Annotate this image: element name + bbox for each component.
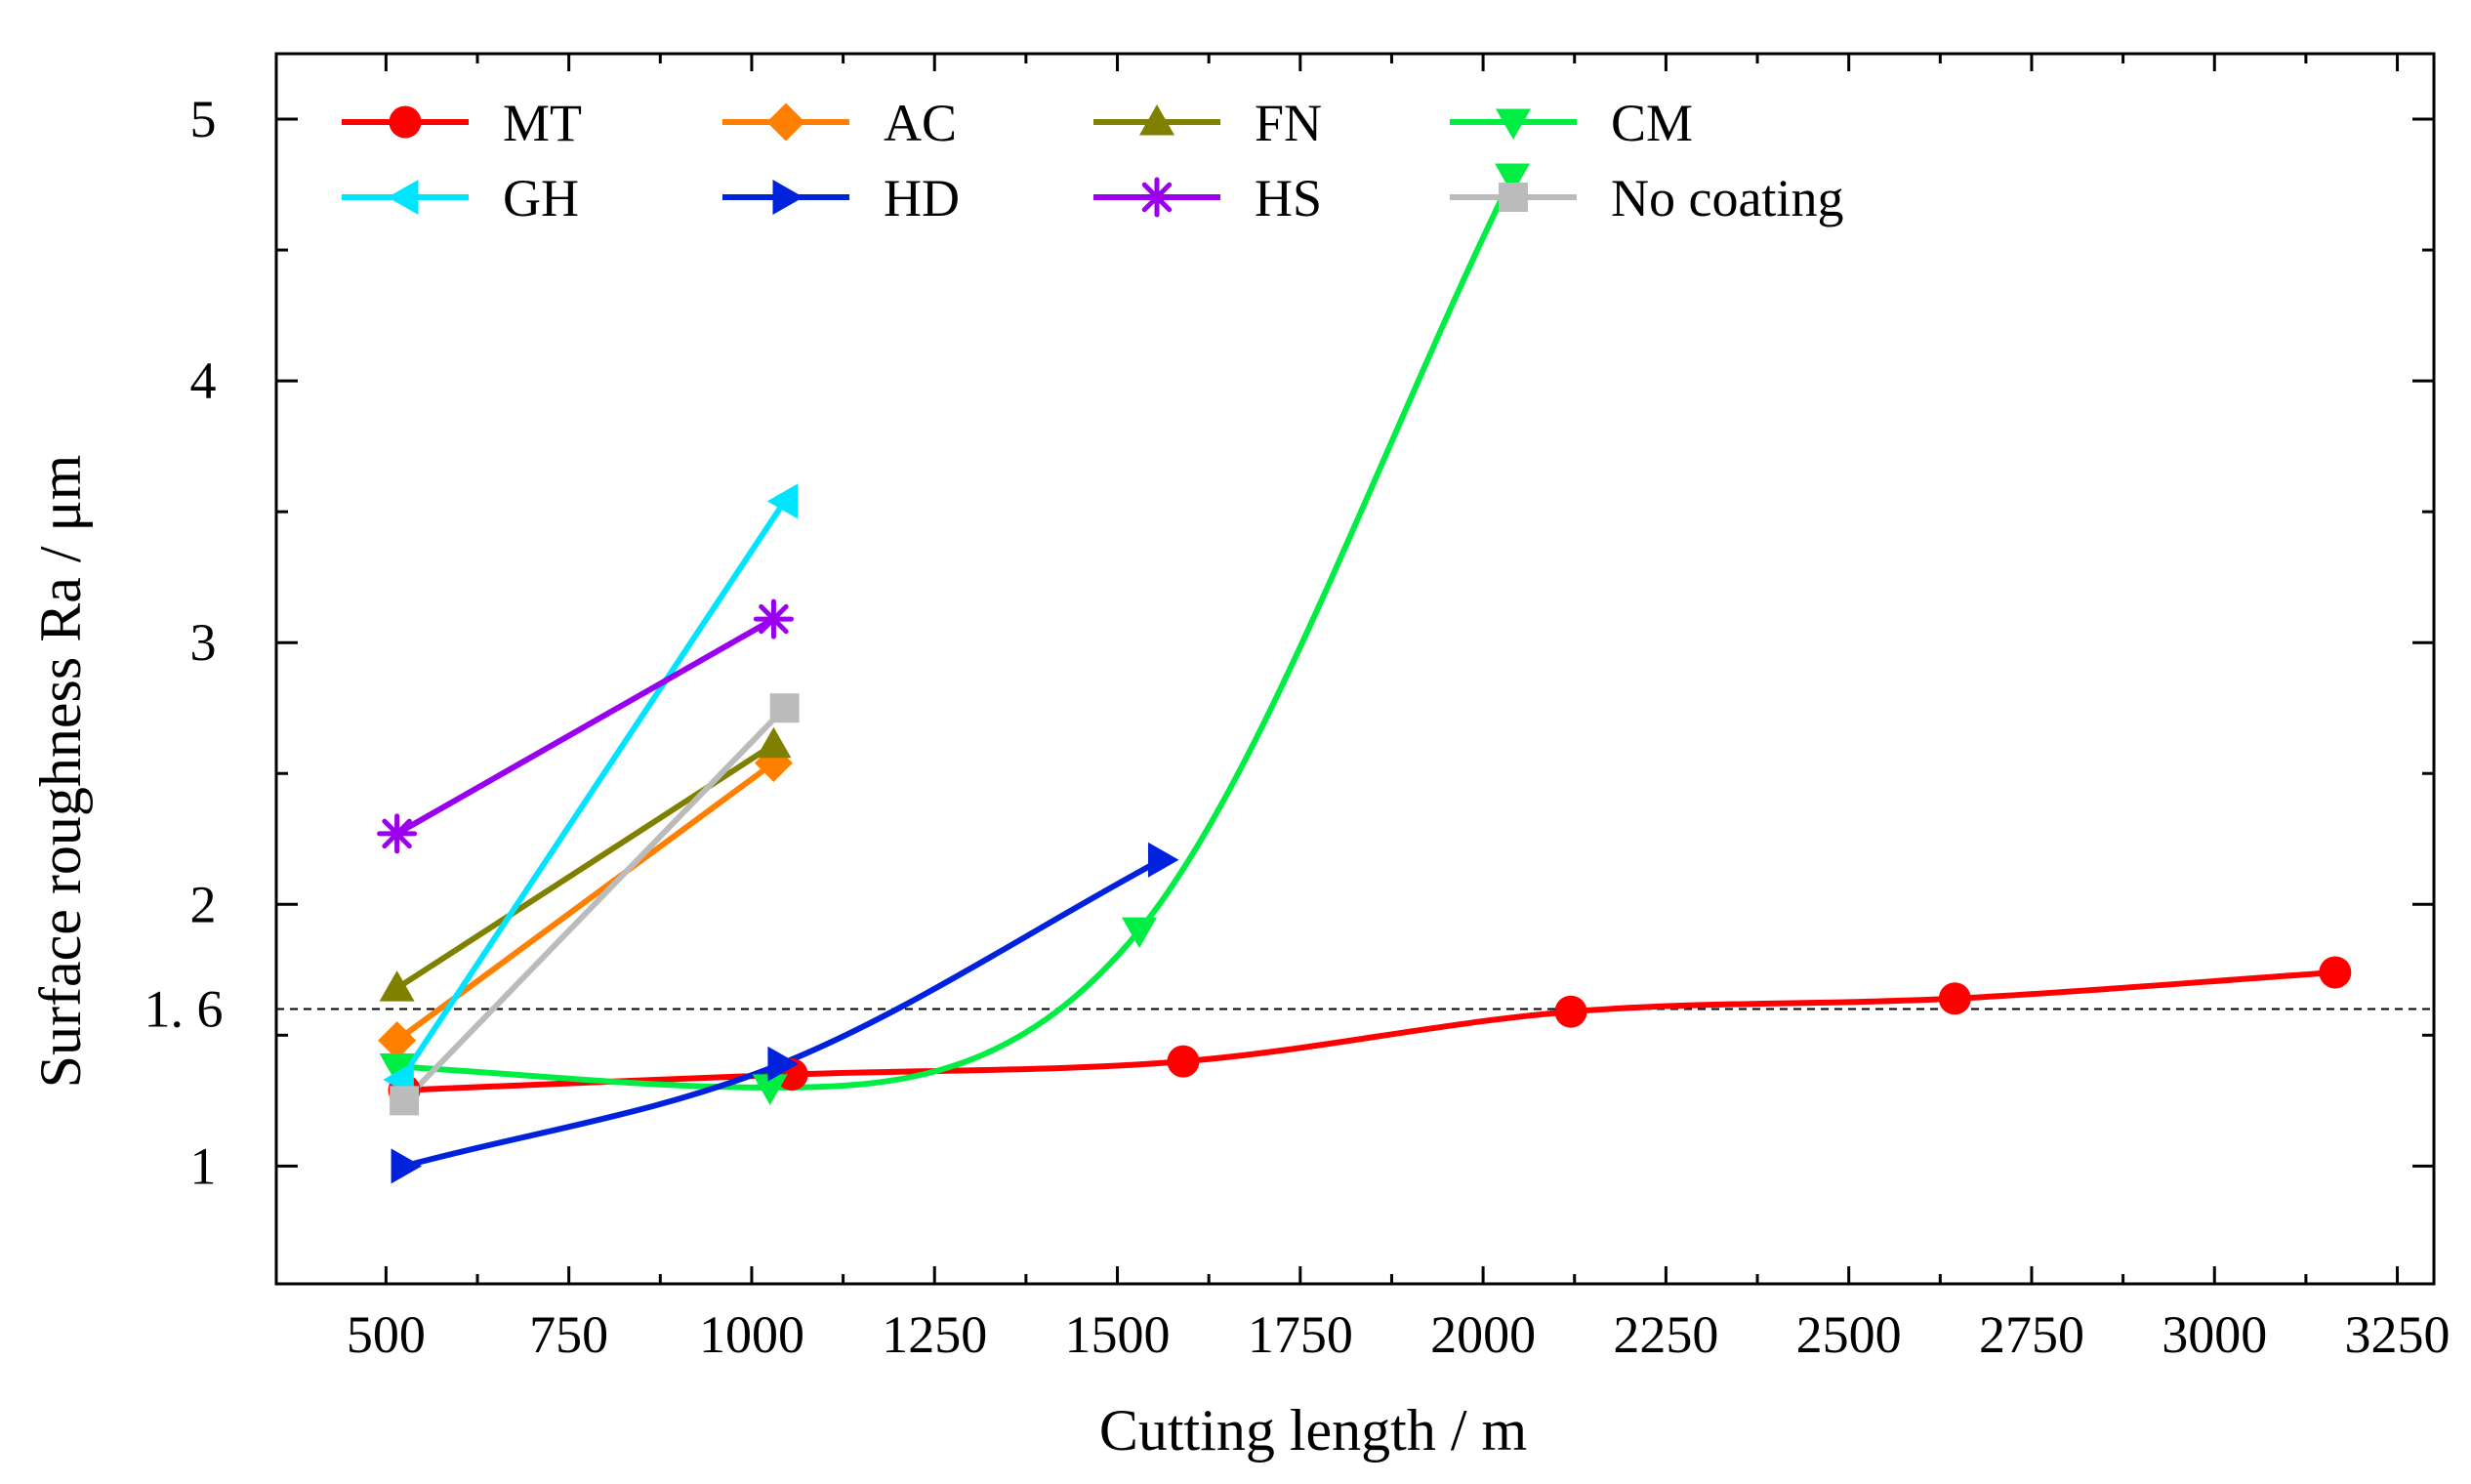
x-tick-label: 3250 — [2345, 1305, 2450, 1364]
data-point-ac — [378, 1021, 417, 1060]
plot-frame — [274, 52, 2436, 1286]
legend-label-fn: FN — [1255, 94, 1322, 152]
series-line-mt — [401, 969, 2338, 1093]
legend-marker-hd — [772, 180, 803, 215]
y-tick-label: 4 — [190, 351, 217, 410]
y-tick-label: 3 — [190, 613, 217, 672]
y-axis-label: Surface roughness Ra / μm — [28, 455, 93, 1089]
data-point-no-coating — [390, 1086, 420, 1116]
data-point-mt — [2319, 956, 2352, 989]
data-point-no-coating — [769, 693, 800, 723]
legend-label-hd: HD — [884, 169, 960, 227]
legend-label-ac: AC — [884, 94, 957, 152]
y-tick-label: 5 — [190, 90, 217, 148]
x-tick-label: 2500 — [1796, 1305, 1902, 1364]
legend-marker-fn — [1139, 104, 1174, 136]
x-tick-label: 2750 — [1979, 1305, 2084, 1364]
data-point-mt — [1167, 1045, 1200, 1078]
x-tick-label: 3000 — [2162, 1305, 2267, 1364]
legend: MT AC FN CM GH HD HS No coating — [342, 94, 1843, 227]
legend-marker-gh — [388, 180, 419, 215]
legend-label-mt: MT — [503, 94, 582, 152]
x-tick-label: 1750 — [1248, 1305, 1353, 1364]
data-point-cm — [1495, 163, 1531, 194]
data-point-fn — [756, 726, 792, 759]
legend-label-hs: HS — [1255, 169, 1322, 227]
legend-marker-no-coating — [1499, 183, 1528, 212]
asterisk-stroke — [759, 603, 789, 635]
asterisk-stroke — [1141, 182, 1173, 213]
legend-marker-hs — [1136, 177, 1177, 218]
x-tick-label: 1250 — [882, 1305, 987, 1364]
x-tick-label: 750 — [529, 1305, 608, 1364]
legend-label-gh: GH — [503, 169, 579, 227]
asterisk-stroke — [382, 818, 412, 849]
data-point-hd — [767, 1046, 799, 1082]
series-line-hs — [393, 616, 777, 837]
y-tick-label: 2 — [190, 875, 217, 933]
series-line-gh — [397, 498, 788, 1083]
legend-marker-mt — [389, 105, 422, 139]
legend-marker-ac — [766, 103, 805, 142]
data-point-hs — [753, 598, 794, 639]
data-point-hd — [1147, 842, 1179, 878]
x-tick-label: 1500 — [1065, 1305, 1171, 1364]
data-point-hd — [391, 1148, 423, 1184]
data-point-fn — [379, 970, 415, 1002]
legend-label-no-coating: No coating — [1611, 169, 1843, 227]
x-axis-label: Cutting length / m — [1099, 1398, 1527, 1463]
data-point-gh — [766, 483, 799, 519]
x-tick-label: 2250 — [1613, 1305, 1718, 1364]
x-tick-label: 500 — [347, 1305, 426, 1364]
data-point-cm — [752, 1074, 788, 1105]
y-tick-label-threshold: 1. 6 — [144, 980, 224, 1039]
data-point-mt — [1554, 995, 1587, 1028]
x-tick-label: 2000 — [1430, 1305, 1536, 1364]
series-line-no-coating — [401, 705, 788, 1104]
data-point-mt — [1938, 982, 1971, 1015]
data-point-hs — [377, 813, 418, 854]
legend-marker-cm — [1496, 108, 1531, 140]
series-line-cm — [393, 174, 1516, 1091]
x-tick-label: 1000 — [699, 1305, 804, 1364]
data-point-cm — [1122, 917, 1157, 949]
data-point-cm — [379, 1052, 415, 1085]
legend-label-cm: CM — [1611, 94, 1693, 152]
y-tick-label: 1 — [190, 1136, 217, 1195]
